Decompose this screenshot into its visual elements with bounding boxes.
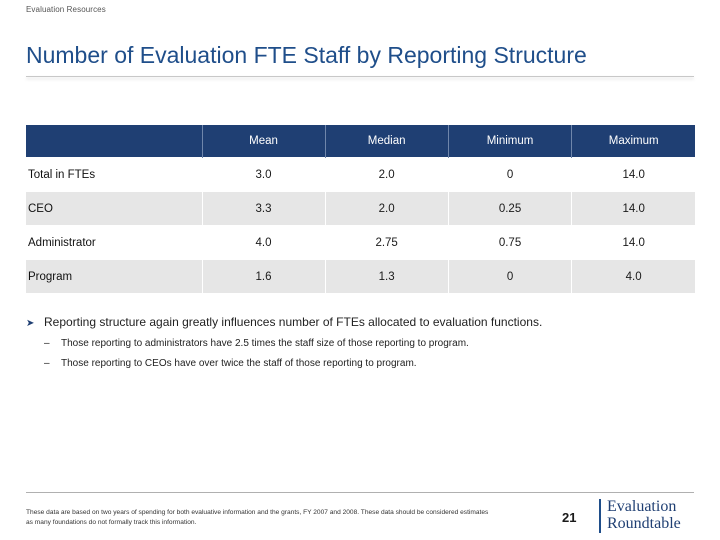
dash-bullet-icon: – — [44, 358, 50, 369]
table-header-row: Mean Median Minimum Maximum — [26, 125, 695, 158]
logo-bar — [599, 499, 601, 533]
cell-maximum: 14.0 — [571, 225, 695, 260]
bullet-list: ➤ Reporting structure again greatly infl… — [26, 315, 706, 369]
sub-bullet-text: Those reporting to administrators have 2… — [61, 338, 469, 349]
column-header-median: Median — [324, 125, 449, 158]
cell-mean: 4.0 — [201, 225, 325, 260]
header-band: Evaluation Resources Number of Evaluatio… — [0, 0, 720, 86]
table-row: CEO 3.3 2.0 0.25 14.0 — [26, 191, 695, 226]
logo-line-1: Evaluation — [607, 498, 677, 515]
cell-mean: 3.0 — [201, 157, 325, 192]
table-row: Administrator 4.0 2.75 0.75 14.0 — [26, 225, 695, 260]
cell-minimum: 0 — [447, 259, 572, 293]
column-header-blank — [26, 125, 203, 158]
cell-maximum: 14.0 — [571, 191, 695, 226]
cell-median: 2.0 — [324, 157, 449, 192]
row-label: Total in FTEs — [26, 157, 203, 192]
page-title: Number of Evaluation FTE Staff by Report… — [26, 42, 587, 68]
table-row: Program 1.6 1.3 0 4.0 — [26, 259, 695, 293]
footer-divider — [26, 492, 694, 493]
row-label: Administrator — [26, 225, 203, 260]
title-divider — [26, 76, 694, 77]
sub-bullet: – Those reporting to administrators have… — [44, 338, 706, 349]
sub-bullet: – Those reporting to CEOs have over twic… — [44, 358, 706, 369]
evaluation-roundtable-logo: Evaluation Roundtable — [607, 498, 681, 532]
section-label: Evaluation Resources — [26, 5, 106, 14]
footnote: These data are based on two years of spe… — [26, 509, 489, 527]
arrow-bullet-icon: ➤ — [26, 318, 35, 329]
cell-minimum: 0 — [447, 157, 572, 192]
table-row: Total in FTEs 3.0 2.0 0 14.0 — [26, 157, 695, 192]
cell-median: 2.75 — [324, 225, 449, 260]
cell-mean: 1.6 — [201, 259, 325, 293]
fte-staff-table: Mean Median Minimum Maximum Total in FTE… — [26, 125, 695, 293]
logo-line-2: Roundtable — [607, 515, 681, 532]
column-header-maximum: Maximum — [571, 125, 695, 158]
cell-maximum: 4.0 — [571, 259, 695, 293]
column-header-mean: Mean — [201, 125, 325, 158]
cell-minimum: 0.25 — [447, 191, 572, 226]
cell-median: 2.0 — [324, 191, 449, 226]
column-header-minimum: Minimum — [447, 125, 572, 158]
row-label: Program — [26, 259, 203, 293]
bullet-main: ➤ Reporting structure again greatly infl… — [26, 315, 706, 329]
sub-bullet-text: Those reporting to CEOs have over twice … — [61, 358, 417, 369]
cell-median: 1.3 — [324, 259, 449, 293]
bullet-main-text: Reporting structure again greatly influe… — [44, 315, 543, 329]
cell-maximum: 14.0 — [571, 157, 695, 192]
dash-bullet-icon: – — [44, 338, 50, 349]
cell-mean: 3.3 — [201, 191, 325, 226]
cell-minimum: 0.75 — [447, 225, 572, 260]
row-label: CEO — [26, 191, 203, 226]
page-number: 21 — [562, 510, 577, 525]
